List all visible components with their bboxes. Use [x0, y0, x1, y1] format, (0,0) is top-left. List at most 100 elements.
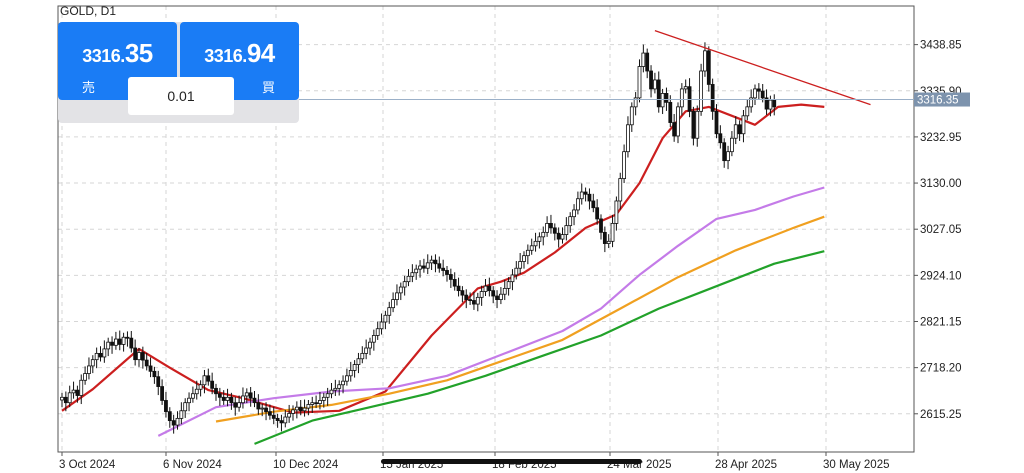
- candle: [275, 413, 280, 428]
- candle: [518, 252, 523, 275]
- candle-body-down: [649, 70, 653, 90]
- candle-body-down: [133, 347, 138, 361]
- candle: [437, 256, 442, 273]
- candle-body-down: [656, 79, 661, 108]
- candle-body-down: [144, 359, 149, 367]
- candle: [294, 401, 299, 419]
- candle: [279, 414, 284, 432]
- candle: [198, 380, 203, 397]
- candle: [683, 79, 688, 94]
- y-tick-label: 2924.10: [920, 270, 962, 282]
- candle: [406, 269, 411, 287]
- candle: [745, 99, 750, 121]
- candle: [83, 366, 87, 385]
- candle: [310, 396, 315, 414]
- candle-body-down: [668, 101, 673, 123]
- candle-body-up: [410, 272, 415, 277]
- candle-body-up: [622, 151, 626, 179]
- candle: [568, 212, 573, 233]
- candle: [75, 385, 80, 403]
- candle-body-up: [179, 410, 184, 419]
- candle-body-up: [745, 106, 750, 117]
- candle: [318, 391, 322, 410]
- candle-body-up: [637, 66, 642, 99]
- candle: [741, 109, 746, 143]
- candle-body-up: [190, 393, 195, 399]
- candle-body-down: [256, 402, 261, 410]
- candle-body-up: [371, 335, 376, 343]
- candle-body-up: [194, 388, 199, 395]
- candle: [460, 286, 465, 303]
- candle-body-up: [60, 396, 64, 401]
- candle-body-up: [614, 200, 619, 224]
- candle-body-down: [583, 191, 588, 195]
- candle: [140, 346, 145, 369]
- candle-body-down: [214, 387, 218, 395]
- candle: [772, 94, 777, 116]
- candle: [587, 188, 592, 210]
- candle-body-down: [167, 411, 172, 422]
- candle: [622, 144, 626, 184]
- candle-body-up: [525, 249, 530, 257]
- candle: [626, 116, 630, 158]
- candle-body-up: [606, 240, 611, 244]
- candle: [325, 387, 330, 406]
- candle: [433, 254, 438, 273]
- candle-body-up: [83, 373, 87, 381]
- scroll-indicator[interactable]: [381, 459, 642, 464]
- candle-body-down: [441, 267, 446, 271]
- candle: [87, 357, 91, 380]
- candle-body-up: [633, 97, 638, 108]
- candle-body-down: [298, 406, 303, 412]
- candle: [533, 232, 538, 252]
- y-tick-label: 2821.15: [920, 316, 962, 328]
- candle: [225, 388, 230, 407]
- ma-line: [254, 250, 825, 445]
- lot-size-input[interactable]: 0.01: [128, 77, 234, 115]
- candle-body-down: [756, 88, 761, 92]
- candle: [187, 392, 191, 412]
- candle: [156, 370, 161, 396]
- candle: [756, 83, 761, 100]
- x-tick-label: 6 Nov 2024: [163, 459, 222, 471]
- candle: [479, 285, 484, 306]
- candle: [514, 261, 519, 280]
- candle-body-up: [379, 321, 384, 330]
- candle-body-down: [549, 222, 553, 229]
- candle-body-up: [237, 402, 242, 408]
- candle: [164, 391, 168, 418]
- candle: [175, 411, 180, 430]
- candle-body-up: [514, 267, 519, 276]
- candle: [468, 292, 473, 305]
- candle: [352, 360, 357, 378]
- candle: [179, 402, 184, 425]
- y-tick-label: 3232.95: [920, 132, 962, 144]
- candle-body-up: [318, 400, 322, 404]
- candle-body-down: [437, 263, 442, 269]
- candle-body-down: [706, 50, 711, 85]
- candle-body-up: [225, 396, 230, 401]
- candle-body-up: [106, 341, 111, 350]
- candle-body-down: [252, 397, 257, 404]
- candle: [668, 95, 673, 128]
- candle: [360, 346, 365, 364]
- candle: [452, 272, 457, 291]
- candle-body-up: [360, 352, 365, 360]
- candle: [252, 391, 257, 408]
- candle: [602, 226, 607, 253]
- candle-body-down: [233, 402, 238, 408]
- candle: [210, 372, 215, 395]
- candle: [121, 332, 126, 352]
- candle-body-down: [687, 86, 692, 112]
- candle-body-up: [498, 293, 503, 300]
- candle: [410, 264, 415, 283]
- candle: [333, 379, 338, 396]
- candle: [672, 114, 677, 142]
- candle-body-up: [198, 384, 203, 390]
- candle-body-up: [337, 384, 342, 389]
- candle: [576, 191, 580, 215]
- candle-body-down: [764, 97, 769, 110]
- candle-body-down: [464, 294, 469, 300]
- candle-body-up: [71, 389, 76, 394]
